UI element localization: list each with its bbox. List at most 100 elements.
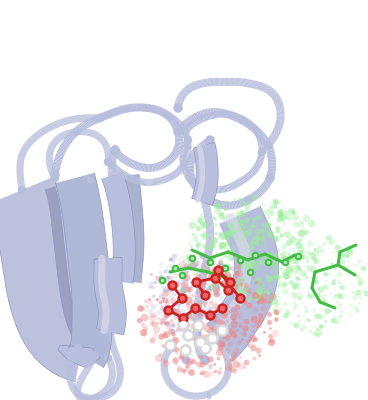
Polygon shape xyxy=(94,394,97,400)
Polygon shape xyxy=(153,106,156,113)
Polygon shape xyxy=(116,380,123,382)
Polygon shape xyxy=(167,381,173,386)
Polygon shape xyxy=(117,377,124,379)
Polygon shape xyxy=(119,208,127,211)
Polygon shape xyxy=(175,120,181,126)
Polygon shape xyxy=(55,121,58,128)
Polygon shape xyxy=(64,131,68,138)
Polygon shape xyxy=(89,358,96,362)
Polygon shape xyxy=(113,386,119,390)
Polygon shape xyxy=(78,128,79,135)
Polygon shape xyxy=(276,119,284,121)
Polygon shape xyxy=(75,386,82,388)
Polygon shape xyxy=(103,112,107,119)
Polygon shape xyxy=(224,361,231,363)
Polygon shape xyxy=(110,389,115,395)
Polygon shape xyxy=(109,376,116,377)
Polygon shape xyxy=(105,160,112,162)
Polygon shape xyxy=(18,186,25,188)
Polygon shape xyxy=(50,173,57,176)
Polygon shape xyxy=(193,82,197,89)
Polygon shape xyxy=(177,96,185,100)
Polygon shape xyxy=(223,355,230,358)
Polygon shape xyxy=(185,119,191,126)
Polygon shape xyxy=(193,313,201,314)
Polygon shape xyxy=(110,283,117,287)
Polygon shape xyxy=(18,189,25,190)
Polygon shape xyxy=(212,388,216,395)
Polygon shape xyxy=(183,172,190,176)
Polygon shape xyxy=(266,140,273,146)
Polygon shape xyxy=(275,102,283,105)
Polygon shape xyxy=(108,365,115,367)
Polygon shape xyxy=(197,287,205,289)
Polygon shape xyxy=(46,154,53,155)
Polygon shape xyxy=(24,143,30,148)
Polygon shape xyxy=(242,117,247,124)
Polygon shape xyxy=(114,358,121,362)
Polygon shape xyxy=(205,217,212,219)
Polygon shape xyxy=(46,156,53,157)
Polygon shape xyxy=(77,115,79,122)
Polygon shape xyxy=(75,391,80,397)
Polygon shape xyxy=(81,128,82,135)
Polygon shape xyxy=(164,351,170,355)
Polygon shape xyxy=(46,164,53,166)
Polygon shape xyxy=(108,163,116,164)
Polygon shape xyxy=(198,353,205,358)
Polygon shape xyxy=(46,162,53,163)
Circle shape xyxy=(96,114,103,122)
Polygon shape xyxy=(116,362,122,364)
Polygon shape xyxy=(200,269,208,272)
Polygon shape xyxy=(247,79,248,87)
Polygon shape xyxy=(225,367,232,368)
Polygon shape xyxy=(109,178,117,180)
Polygon shape xyxy=(277,117,284,118)
Polygon shape xyxy=(172,386,177,391)
Polygon shape xyxy=(59,147,67,152)
Polygon shape xyxy=(18,157,25,159)
Polygon shape xyxy=(111,185,118,188)
Polygon shape xyxy=(213,78,214,86)
Polygon shape xyxy=(82,115,84,122)
Polygon shape xyxy=(121,257,129,260)
Polygon shape xyxy=(161,368,168,369)
Polygon shape xyxy=(209,108,211,116)
Polygon shape xyxy=(92,131,96,138)
Polygon shape xyxy=(77,392,81,398)
Polygon shape xyxy=(109,284,117,288)
Polygon shape xyxy=(110,346,117,349)
Polygon shape xyxy=(89,396,92,400)
Polygon shape xyxy=(196,350,204,353)
Polygon shape xyxy=(160,108,165,116)
Polygon shape xyxy=(21,149,27,153)
Polygon shape xyxy=(244,120,250,127)
Polygon shape xyxy=(208,197,213,204)
Polygon shape xyxy=(268,156,276,159)
Polygon shape xyxy=(95,114,96,121)
Polygon shape xyxy=(89,129,92,136)
Polygon shape xyxy=(98,114,102,122)
Polygon shape xyxy=(161,371,168,373)
Polygon shape xyxy=(165,158,170,166)
Polygon shape xyxy=(112,350,118,353)
Polygon shape xyxy=(220,347,227,350)
Polygon shape xyxy=(155,178,158,185)
Polygon shape xyxy=(68,355,75,358)
Polygon shape xyxy=(120,208,128,212)
Polygon shape xyxy=(108,380,114,383)
Polygon shape xyxy=(18,184,25,186)
Polygon shape xyxy=(105,357,112,361)
Polygon shape xyxy=(22,147,28,151)
Polygon shape xyxy=(218,383,224,388)
Polygon shape xyxy=(86,129,88,136)
Polygon shape xyxy=(79,376,85,380)
Polygon shape xyxy=(161,177,164,184)
Polygon shape xyxy=(59,146,67,151)
Polygon shape xyxy=(71,350,77,354)
Polygon shape xyxy=(164,176,167,182)
Polygon shape xyxy=(166,348,172,353)
Polygon shape xyxy=(48,168,55,171)
Polygon shape xyxy=(63,140,70,145)
Polygon shape xyxy=(93,131,97,138)
